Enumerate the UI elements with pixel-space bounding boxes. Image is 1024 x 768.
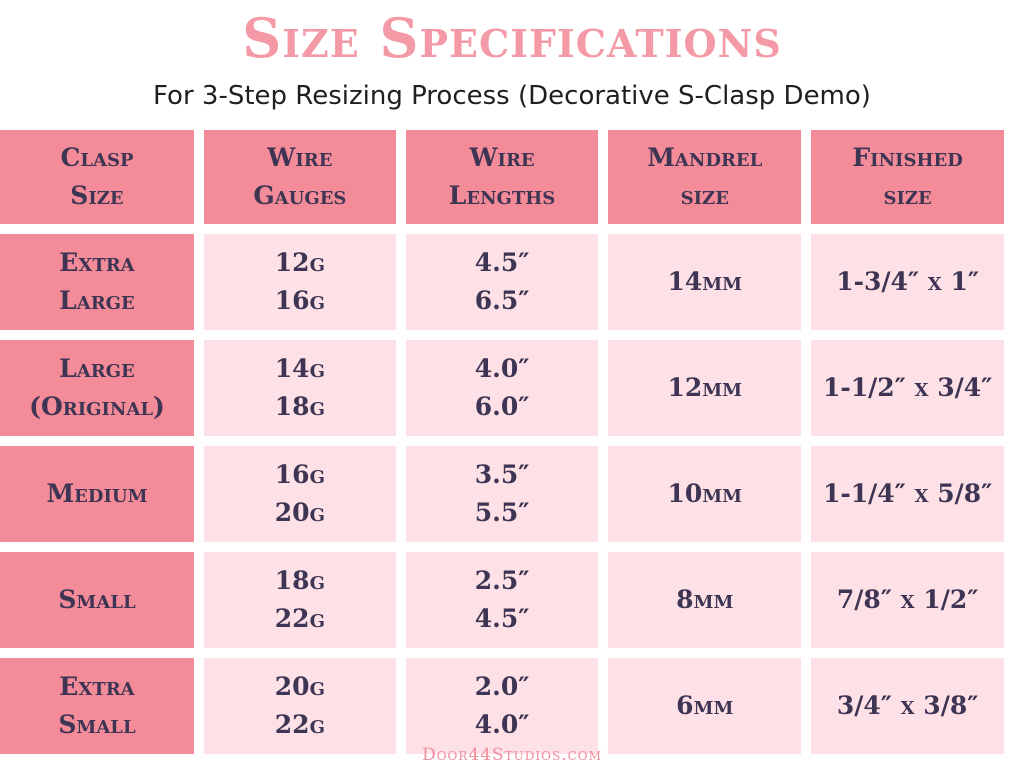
mandrel-size-cell: 10mm	[608, 446, 802, 542]
header-text: Wire	[267, 143, 333, 172]
clasp-size-text: Small	[58, 585, 136, 614]
wire-lengths-cell: 3.5″ 5.5″	[405, 446, 599, 542]
header-text: size	[680, 181, 729, 210]
clasp-size-cell: Extra Small	[0, 658, 194, 754]
wire-gauges-cell: 20g 22g	[203, 658, 396, 754]
wire-length-text: 6.0″	[474, 392, 530, 421]
header-text: Clasp	[60, 143, 134, 172]
mandrel-size-cell: 8mm	[608, 552, 802, 648]
header-finished-size: Finished size	[811, 130, 1004, 224]
clasp-size-cell: Medium	[0, 446, 194, 542]
size-spec-table: Clasp Size Wire Gauges Wire Lengths Mand…	[0, 120, 1014, 764]
table-row: Extra Small 20g 22g 2.0″ 4.0″ 6mm 3/4″ x…	[0, 658, 1004, 754]
clasp-size-text: Medium	[46, 479, 148, 508]
clasp-size-text: Extra	[59, 672, 135, 701]
page-subtitle: For 3-Step Resizing Process (Decorative …	[153, 81, 871, 111]
header-text: Mandrel	[647, 143, 763, 172]
wire-length-text: 2.5″	[474, 566, 530, 595]
wire-length-text: 4.5″	[474, 604, 530, 633]
wire-gauge-text: 20g	[274, 498, 325, 527]
wire-length-text: 3.5″	[474, 460, 530, 489]
wire-gauge-text: 22g	[274, 710, 325, 739]
clasp-size-cell: Large (Original)	[0, 340, 194, 436]
clasp-size-text: (Original)	[29, 392, 165, 421]
header-text: Gauges	[253, 181, 347, 210]
table-row: Extra Large 12g 16g 4.5″ 6.5″ 14mm 1-3/4…	[0, 234, 1004, 330]
wire-gauge-text: 18g	[274, 392, 325, 421]
clasp-size-text: Extra	[59, 248, 135, 277]
mandrel-size-text: 14mm	[667, 267, 743, 296]
wire-length-text: 6.5″	[474, 286, 530, 315]
clasp-size-cell: Extra Large	[0, 234, 194, 330]
mandrel-size-text: 6mm	[676, 691, 734, 720]
wire-gauges-cell: 18g 22g	[203, 552, 396, 648]
mandrel-size-cell: 14mm	[608, 234, 802, 330]
wire-length-text: 4.0″	[474, 710, 530, 739]
table-row: Large (Original) 14g 18g 4.0″ 6.0″ 12mm …	[0, 340, 1004, 436]
wire-lengths-cell: 4.5″ 6.5″	[405, 234, 599, 330]
mandrel-size-cell: 12mm	[608, 340, 802, 436]
wire-lengths-cell: 2.5″ 4.5″	[405, 552, 599, 648]
mandrel-size-text: 10mm	[667, 479, 743, 508]
wire-lengths-cell: 4.0″ 6.0″	[405, 340, 599, 436]
wire-length-text: 2.0″	[474, 672, 530, 701]
wire-gauge-text: 18g	[274, 566, 325, 595]
clasp-size-cell: Small	[0, 552, 194, 648]
header-text: Finished	[852, 143, 963, 172]
wire-gauge-text: 16g	[274, 460, 325, 489]
wire-length-text: 4.0″	[474, 354, 530, 383]
header-wire-lengths: Wire Lengths	[405, 130, 599, 224]
header-wire-gauges: Wire Gauges	[203, 130, 396, 224]
wire-gauge-text: 14g	[274, 354, 325, 383]
wire-gauges-cell: 16g 20g	[203, 446, 396, 542]
header-text: size	[883, 181, 932, 210]
finished-size-cell: 1-1/4″ x 5/8″	[811, 446, 1004, 542]
finished-size-text: 1-1/4″ x 5/8″	[822, 479, 993, 508]
wire-length-text: 5.5″	[474, 498, 530, 527]
mandrel-size-cell: 6mm	[608, 658, 802, 754]
header-text: Size	[70, 181, 124, 210]
wire-gauges-cell: 12g 16g	[203, 234, 396, 330]
header-text: Wire	[469, 143, 535, 172]
finished-size-text: 1-1/2″ x 3/4″	[822, 373, 993, 402]
finished-size-text: 7/8″ x 1/2″	[836, 585, 979, 614]
finished-size-cell: 7/8″ x 1/2″	[811, 552, 1004, 648]
clasp-size-text: Small	[58, 710, 136, 739]
header-mandrel-size: Mandrel size	[608, 130, 802, 224]
wire-gauge-text: 22g	[274, 604, 325, 633]
finished-size-cell: 1-1/2″ x 3/4″	[811, 340, 1004, 436]
header-row: Clasp Size Wire Gauges Wire Lengths Mand…	[0, 130, 1004, 224]
page-title: Size Specifications	[242, 6, 782, 70]
finished-size-cell: 3/4″ x 3/8″	[811, 658, 1004, 754]
header-clasp-size: Clasp Size	[0, 130, 194, 224]
wire-gauge-text: 12g	[274, 248, 325, 277]
mandrel-size-text: 8mm	[676, 585, 734, 614]
clasp-size-text: Large	[59, 354, 135, 383]
header-text: Lengths	[448, 181, 556, 210]
wire-lengths-cell: 2.0″ 4.0″	[405, 658, 599, 754]
table-row: Small 18g 22g 2.5″ 4.5″ 8mm 7/8″ x 1/2″	[0, 552, 1004, 648]
footer-website: Door44Studios.com	[422, 745, 602, 765]
wire-gauge-text: 20g	[274, 672, 325, 701]
table-row: Medium 16g 20g 3.5″ 5.5″ 10mm 1-1/4″ x 5…	[0, 446, 1004, 542]
wire-length-text: 4.5″	[474, 248, 530, 277]
finished-size-cell: 1-3/4″ x 1″	[811, 234, 1004, 330]
finished-size-text: 3/4″ x 3/8″	[836, 691, 979, 720]
wire-gauge-text: 16g	[274, 286, 325, 315]
mandrel-size-text: 12mm	[667, 373, 743, 402]
clasp-size-text: Large	[59, 286, 135, 315]
wire-gauges-cell: 14g 18g	[203, 340, 396, 436]
finished-size-text: 1-3/4″ x 1″	[836, 267, 980, 296]
